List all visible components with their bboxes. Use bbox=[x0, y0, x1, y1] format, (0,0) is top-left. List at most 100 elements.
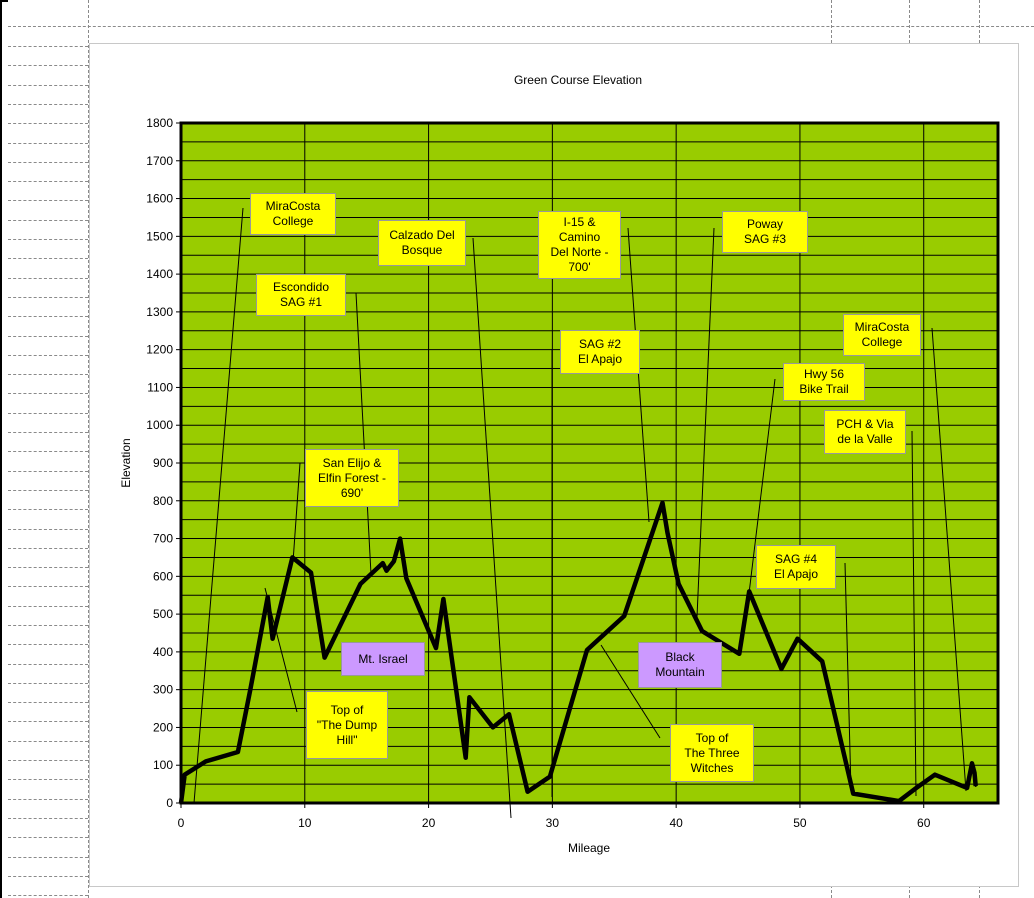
gridline-row bbox=[8, 65, 88, 66]
leader-line bbox=[696, 227, 715, 618]
gridline-row bbox=[8, 779, 88, 780]
gridline-row bbox=[8, 297, 88, 298]
gridline-row bbox=[8, 895, 88, 896]
leader-line bbox=[292, 462, 301, 563]
gridline-row bbox=[8, 181, 88, 182]
y-tick-label: 200 bbox=[153, 720, 173, 734]
gridline-row bbox=[8, 876, 88, 877]
callout-pch-via-de-la-valle[interactable]: PCH & Via de la Valle bbox=[824, 410, 906, 454]
y-tick-label: 1000 bbox=[146, 418, 173, 432]
leader-line bbox=[264, 587, 298, 713]
gridline-row bbox=[8, 548, 88, 549]
elevation-data-point bbox=[821, 660, 824, 663]
elevation-data-point bbox=[701, 630, 704, 633]
callout-sag2-el-apajo[interactable]: SAG #2 El Apajo bbox=[560, 330, 640, 374]
gridline-row bbox=[8, 799, 88, 800]
elevation-data-point bbox=[399, 537, 402, 540]
elevation-data-point bbox=[392, 560, 395, 563]
elevation-data-point bbox=[796, 637, 799, 640]
elevation-data-point bbox=[508, 713, 511, 716]
gridline-row bbox=[8, 818, 88, 819]
callout-black-mountain[interactable]: Black Mountain bbox=[638, 642, 722, 688]
leader-line bbox=[600, 644, 661, 739]
callout-sag4-el-apajo[interactable]: SAG #4 El Apajo bbox=[756, 545, 836, 589]
callout-hwy56-bike-trail[interactable]: Hwy 56 Bike Trail bbox=[783, 363, 865, 401]
y-tick-label: 1400 bbox=[146, 267, 173, 281]
gridline-row bbox=[8, 162, 88, 163]
elevation-data-point bbox=[180, 802, 182, 804]
callout-miracosta-college-end[interactable]: MiraCosta College bbox=[843, 314, 921, 356]
callout-i15-camino-del-norte[interactable]: I-15 & Camino Del Norte - 700' bbox=[538, 211, 621, 279]
gridline-row bbox=[8, 200, 88, 201]
callout-top-of-three-witches[interactable]: Top of The Three Witches bbox=[670, 724, 754, 782]
elevation-data-point bbox=[666, 531, 669, 534]
callout-miracosta-college-start[interactable]: MiraCosta College bbox=[250, 193, 336, 235]
gridline-row bbox=[8, 123, 88, 124]
gridline-row bbox=[8, 46, 88, 47]
y-tick-label: 1100 bbox=[147, 380, 173, 394]
gridline-row bbox=[8, 509, 88, 510]
gridline-row bbox=[8, 741, 88, 742]
x-tick-label: 30 bbox=[546, 816, 560, 830]
callout-san-elijo-elfin-forest[interactable]: San Elijo & Elfin Forest - 690' bbox=[305, 449, 399, 507]
callout-calzado-del-bosque[interactable]: Calzado Del Bosque bbox=[378, 220, 466, 266]
y-tick-label: 700 bbox=[153, 532, 173, 546]
elevation-data-point bbox=[780, 667, 783, 670]
elevation-data-point bbox=[236, 751, 239, 753]
leader-line bbox=[355, 292, 372, 575]
gridline-row bbox=[8, 374, 88, 375]
elevation-data-point bbox=[204, 760, 207, 763]
elevation-data-point bbox=[271, 637, 274, 640]
elevation-data-point bbox=[468, 696, 471, 699]
elevation-data-point bbox=[526, 790, 529, 793]
chart-title: Green Course Elevation bbox=[514, 73, 642, 87]
gridline-row bbox=[8, 702, 88, 703]
y-tick-label: 500 bbox=[153, 607, 173, 621]
gridline-row bbox=[8, 451, 88, 452]
gridline-row bbox=[8, 239, 88, 240]
elevation-data-point bbox=[323, 656, 326, 659]
leader-line bbox=[193, 207, 244, 804]
y-tick-label: 1200 bbox=[146, 343, 173, 357]
x-tick-label: 0 bbox=[178, 816, 185, 830]
callout-escondido-sag1[interactable]: Escondido SAG #1 bbox=[256, 274, 346, 316]
elevation-data-point bbox=[897, 800, 900, 803]
y-tick-label: 1500 bbox=[146, 229, 173, 243]
x-tick-label: 60 bbox=[917, 816, 931, 830]
elevation-data-point bbox=[442, 598, 445, 600]
x-axis-label: Mileage bbox=[568, 841, 610, 855]
gridline-row bbox=[8, 104, 88, 105]
leader-line bbox=[746, 378, 776, 611]
gridline-row bbox=[8, 529, 88, 530]
gridline-row bbox=[8, 567, 88, 568]
y-tick-label: 300 bbox=[153, 683, 173, 697]
elevation-data-point bbox=[464, 756, 467, 759]
callout-poway-sag3[interactable]: Poway SAG #3 bbox=[722, 211, 808, 253]
elevation-data-point bbox=[435, 647, 438, 650]
leader-line bbox=[931, 327, 967, 792]
elevation-data-point bbox=[309, 571, 312, 574]
elevation-data-point bbox=[548, 775, 551, 778]
gridline-row bbox=[8, 316, 88, 317]
y-tick-label: 900 bbox=[153, 456, 173, 470]
x-tick-label: 10 bbox=[298, 816, 312, 830]
gridline-row bbox=[8, 644, 88, 645]
gridline-row bbox=[8, 586, 88, 587]
elevation-data-point bbox=[973, 771, 976, 774]
gridline-row bbox=[8, 413, 88, 414]
elevation-data-point bbox=[183, 773, 186, 776]
gridline-row bbox=[8, 625, 88, 626]
gridline-row bbox=[8, 837, 88, 838]
gridline-row bbox=[8, 760, 88, 761]
y-tick-label: 1700 bbox=[146, 154, 173, 168]
elevation-data-point bbox=[966, 786, 969, 789]
elevation-data-point bbox=[661, 501, 664, 504]
elevation-data-point bbox=[933, 773, 936, 776]
callout-top-of-dump-hill[interactable]: Top of "The Dump Hill" bbox=[306, 691, 388, 759]
gridline-row bbox=[8, 85, 88, 86]
callout-mt-israel[interactable]: Mt. Israel bbox=[341, 642, 425, 676]
gridline-row bbox=[8, 857, 88, 858]
y-tick-label: 1300 bbox=[146, 305, 173, 319]
elevation-data-point bbox=[385, 569, 388, 572]
y-tick-label: 0 bbox=[166, 796, 173, 810]
